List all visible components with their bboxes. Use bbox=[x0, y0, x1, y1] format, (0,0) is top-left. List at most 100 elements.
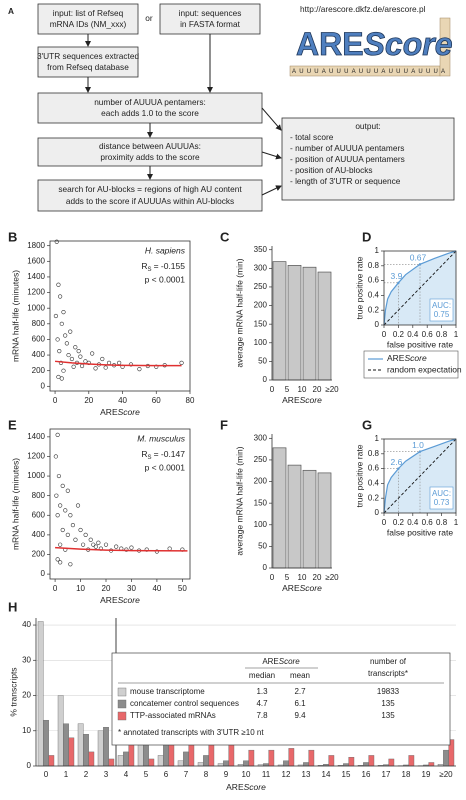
x-tick-label: 10 bbox=[298, 385, 307, 394]
input-box bbox=[159, 3, 261, 35]
plot-frame bbox=[49, 240, 191, 392]
data-point bbox=[61, 368, 66, 373]
y-tick-label: 200 bbox=[32, 366, 46, 375]
data-point bbox=[129, 545, 134, 550]
x-tick-label: 1 bbox=[64, 770, 69, 779]
bar bbox=[248, 749, 255, 767]
panel-label: A bbox=[8, 6, 14, 16]
x-tick-label: 20 bbox=[313, 385, 322, 394]
y-tick-label: 200 bbox=[254, 301, 268, 310]
step-box bbox=[37, 179, 263, 212]
random-line bbox=[383, 250, 457, 326]
x-axis-label: AREScore bbox=[100, 407, 140, 417]
box-text: number of AUUUA pentamers: bbox=[94, 97, 206, 107]
bar bbox=[368, 755, 375, 767]
bar bbox=[148, 758, 155, 767]
data-point bbox=[58, 503, 63, 508]
table-header: median bbox=[249, 671, 275, 680]
data-point bbox=[93, 366, 98, 371]
y-tick-label: 50 bbox=[258, 356, 267, 365]
y-axis-label: % transcripts bbox=[8, 667, 18, 716]
x-tick-label: 4 bbox=[124, 770, 129, 779]
table-cell: 4.7 bbox=[256, 699, 268, 708]
data-point bbox=[90, 351, 95, 356]
bar bbox=[57, 695, 64, 767]
data-point bbox=[79, 363, 85, 369]
x-tick-label: 7 bbox=[184, 770, 189, 779]
bar bbox=[363, 762, 369, 767]
y-axis-label: true positive rate bbox=[354, 444, 364, 507]
y-tick-label: 250 bbox=[254, 455, 268, 464]
species: H. sapiens bbox=[145, 245, 186, 255]
bar bbox=[302, 469, 317, 569]
bar bbox=[197, 762, 204, 767]
y-tick-label: 250 bbox=[254, 282, 268, 291]
stat-sub: S bbox=[148, 455, 152, 461]
bar bbox=[303, 762, 309, 767]
output-text: - number of AUUUA pentamers bbox=[290, 143, 404, 153]
data-point bbox=[78, 527, 83, 533]
y-tick-label: 150 bbox=[254, 498, 268, 507]
data-point bbox=[117, 360, 122, 365]
x-axis-label: AREScore bbox=[282, 583, 322, 593]
y-tick-label: 0.4 bbox=[368, 479, 380, 488]
bar bbox=[223, 760, 229, 767]
legend-label: concatemer control sequences bbox=[130, 699, 239, 708]
x-tick-label: ≥20 bbox=[325, 385, 339, 394]
bar bbox=[43, 719, 49, 767]
y-axis-label: average mRNA half-life (min) bbox=[234, 446, 244, 555]
table-cell: 19833 bbox=[377, 687, 400, 696]
data-point bbox=[58, 294, 63, 299]
data-point bbox=[56, 282, 61, 287]
x-tick-label: 0.4 bbox=[407, 518, 419, 527]
label-part: ARE bbox=[100, 595, 118, 605]
box-text: input: list of Refseq bbox=[53, 8, 124, 18]
y-tick-label: 0.6 bbox=[368, 464, 380, 473]
data-point bbox=[68, 562, 73, 567]
x-tick-label: 0 bbox=[53, 396, 58, 405]
data-point bbox=[60, 527, 65, 533]
auc-value: 0.73 bbox=[434, 498, 450, 507]
bar bbox=[157, 755, 164, 767]
logo-part: Score bbox=[364, 26, 453, 62]
x-tick-label: 0 bbox=[270, 385, 275, 394]
y-tick-label: 200 bbox=[254, 477, 268, 486]
y-tick-label: 0.2 bbox=[368, 305, 380, 314]
label-part: ARE bbox=[282, 395, 300, 405]
box-text: distance between AUUUAs: bbox=[99, 141, 201, 151]
table-header: number of bbox=[370, 657, 407, 666]
y-tick-label: 20 bbox=[22, 691, 31, 700]
legend-label: TTP-associated mRNAs bbox=[130, 711, 216, 720]
label-part: ARE bbox=[262, 657, 278, 666]
box-text: from Refseq database bbox=[47, 62, 129, 72]
x-axis-label: AREScore bbox=[282, 395, 322, 405]
table-header: AREScore bbox=[262, 657, 300, 666]
bar bbox=[37, 621, 44, 767]
x-tick-label: 0.6 bbox=[422, 518, 434, 527]
y-tick-label: 1000 bbox=[27, 471, 45, 480]
panel-label: G bbox=[362, 417, 372, 432]
data-point bbox=[73, 537, 78, 542]
table-box bbox=[111, 652, 451, 746]
y-tick-label: 1400 bbox=[27, 272, 45, 281]
statistic: RS = -0.155 bbox=[141, 261, 185, 272]
bar bbox=[83, 734, 89, 767]
x-tick-label: 0.8 bbox=[436, 518, 448, 527]
arrow bbox=[261, 151, 282, 160]
x-tick-label: 20 bbox=[313, 573, 322, 582]
box-text: each adds 1.0 to the score bbox=[101, 108, 199, 118]
y-tick-label: 350 bbox=[254, 245, 268, 254]
label-part: ARE bbox=[226, 782, 244, 792]
panel-label: D bbox=[362, 229, 371, 244]
output-text: - position of AUUUA pentamers bbox=[290, 154, 405, 164]
x-axis-label: false positive rate bbox=[387, 339, 453, 349]
y-tick-label: 0.6 bbox=[368, 276, 380, 285]
roc-line bbox=[383, 250, 457, 326]
x-tick-label: 0.6 bbox=[422, 330, 434, 339]
x-tick-label: 13 bbox=[302, 770, 311, 779]
x-tick-label: 14 bbox=[322, 770, 331, 779]
y-tick-label: 30 bbox=[22, 655, 31, 664]
data-point bbox=[69, 356, 75, 362]
data-point bbox=[167, 546, 172, 551]
label-part: Score bbox=[404, 353, 426, 363]
